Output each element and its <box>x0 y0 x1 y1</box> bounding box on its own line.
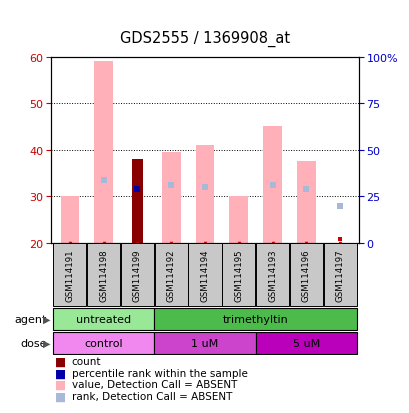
Bar <box>222 244 255 306</box>
Bar <box>323 244 356 306</box>
Bar <box>121 244 154 306</box>
Bar <box>154 332 255 354</box>
Bar <box>195 146 214 243</box>
Text: GSM114196: GSM114196 <box>301 249 310 301</box>
Text: GSM114194: GSM114194 <box>200 249 209 301</box>
Text: GSM114195: GSM114195 <box>234 249 243 301</box>
Text: ■: ■ <box>55 355 66 368</box>
Text: ▶: ▶ <box>43 338 50 348</box>
Bar <box>154 244 187 306</box>
Bar <box>94 62 112 243</box>
Text: rank, Detection Call = ABSENT: rank, Detection Call = ABSENT <box>72 391 231 401</box>
Text: GSM114192: GSM114192 <box>166 249 175 301</box>
Bar <box>162 153 180 243</box>
Bar <box>53 332 154 354</box>
Text: GSM114193: GSM114193 <box>267 249 276 301</box>
Text: ■: ■ <box>55 366 66 380</box>
Text: GSM114191: GSM114191 <box>65 249 74 301</box>
Bar <box>255 244 288 306</box>
Text: control: control <box>84 338 123 348</box>
Text: agent: agent <box>15 314 47 324</box>
Bar <box>87 244 120 306</box>
Text: GDS2555 / 1369908_at: GDS2555 / 1369908_at <box>120 31 289 47</box>
Bar <box>255 332 356 354</box>
Text: GSM114199: GSM114199 <box>133 249 142 301</box>
Text: GSM114197: GSM114197 <box>335 249 344 301</box>
Bar <box>53 244 86 306</box>
Bar <box>263 127 281 243</box>
Bar <box>229 197 247 243</box>
Bar <box>132 159 142 243</box>
Text: untreated: untreated <box>76 314 131 324</box>
Text: value, Detection Call = ABSENT: value, Detection Call = ABSENT <box>72 380 236 389</box>
Text: count: count <box>72 356 101 366</box>
Bar <box>61 197 79 243</box>
Text: ■: ■ <box>55 378 66 391</box>
Text: trimethyltin: trimethyltin <box>222 314 288 324</box>
Text: ■: ■ <box>55 389 66 403</box>
Text: ▶: ▶ <box>43 314 50 324</box>
Bar <box>154 308 356 330</box>
Bar <box>53 308 154 330</box>
Text: 5 uM: 5 uM <box>292 338 319 348</box>
Bar <box>188 244 221 306</box>
Text: percentile rank within the sample: percentile rank within the sample <box>72 368 247 378</box>
Text: GSM114198: GSM114198 <box>99 249 108 301</box>
Bar <box>289 244 322 306</box>
Text: 1 uM: 1 uM <box>191 338 218 348</box>
Bar <box>297 162 315 243</box>
Text: dose: dose <box>20 338 47 348</box>
